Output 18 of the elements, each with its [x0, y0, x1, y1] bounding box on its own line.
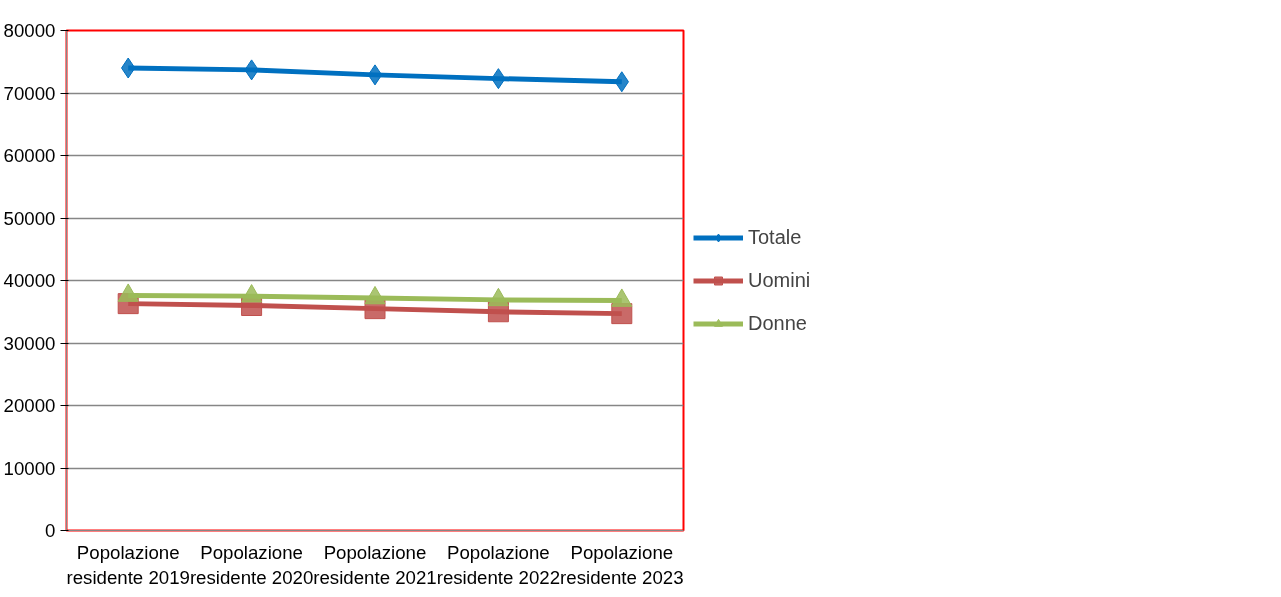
- y-tick-label: 60000: [3, 145, 56, 166]
- legend-label: Uomini: [748, 268, 811, 292]
- y-tick-label: 30000: [3, 332, 56, 354]
- y-tick-label: 0: [45, 520, 56, 541]
- x-tick-label: Popolazione residente 2021: [313, 541, 437, 588]
- y-tick-label: 80000: [3, 20, 56, 41]
- x-tick-label: Popolazione residente 2023: [560, 541, 684, 588]
- y-tick-label: 20000: [3, 395, 56, 416]
- point: [367, 64, 383, 86]
- x-tick-label: Popolazione residente 2020: [189, 541, 314, 588]
- legend-label: Donne: [748, 311, 807, 335]
- y-tick-label: 10000: [3, 457, 56, 479]
- y-tick-label: 70000: [3, 82, 56, 104]
- y-tick-label: 40000: [3, 270, 56, 291]
- x-tick-label: Popolazione residente 2019: [66, 541, 190, 588]
- x-tick-label: Popolazione residente 2022: [436, 541, 561, 588]
- legend-label: Totale: [748, 225, 802, 249]
- y-tick-label: 50000: [3, 207, 56, 229]
